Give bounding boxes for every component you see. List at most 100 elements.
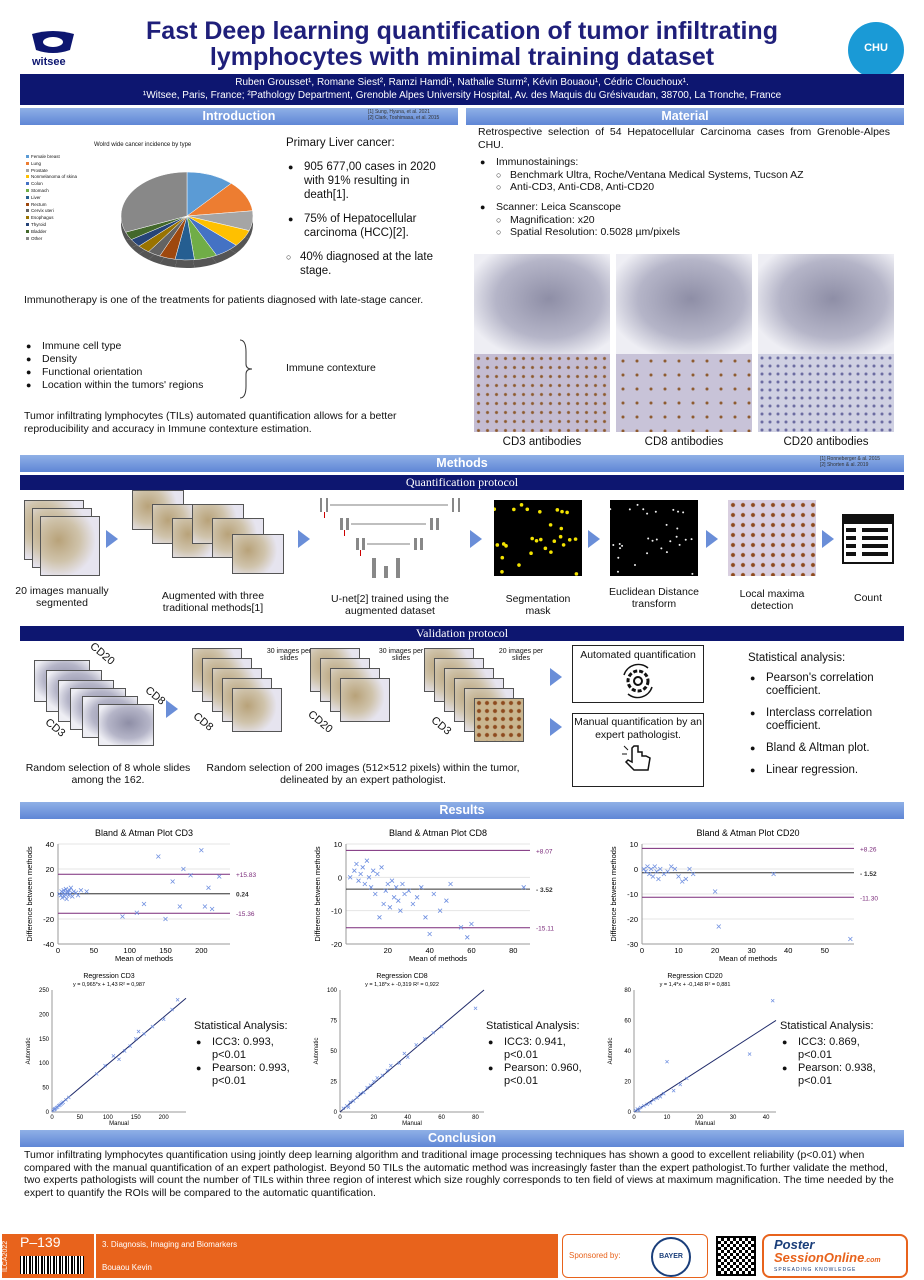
cd8-caption: CD8 antibodies xyxy=(644,436,724,448)
data-point xyxy=(377,915,382,920)
data-point xyxy=(650,874,656,879)
cd20-slide-image xyxy=(758,254,894,354)
data-point xyxy=(771,871,776,877)
data-point xyxy=(84,889,89,894)
arrow-icon xyxy=(106,530,118,548)
data-point xyxy=(362,881,368,887)
data-point xyxy=(651,1097,656,1102)
stat-item: Bland & Altman plot. xyxy=(748,742,898,755)
data-point xyxy=(66,1095,71,1100)
data-point xyxy=(683,876,689,882)
stat-analysis-block: Statistical analysis: Pearson's correlat… xyxy=(748,652,898,786)
data-point xyxy=(654,869,659,874)
distance-transform-image xyxy=(609,500,698,576)
mask-blob xyxy=(512,507,516,512)
stats-heading: Statistical Analysis: xyxy=(486,1020,580,1032)
x-tick-label: 0 xyxy=(640,946,644,955)
liver-block: Primary Liver cancer: 905 677,00 cases i… xyxy=(286,136,456,278)
x-tick-label: 80 xyxy=(509,946,517,955)
stat-pearson: Pearson: 0.938, p<0.01 xyxy=(780,1062,882,1088)
cd20-caption: CD20 antibodies xyxy=(783,436,869,448)
data-point xyxy=(64,896,69,902)
postersessiononline-logo[interactable]: Poster SessionOnline.com SPREADING KNOWL… xyxy=(762,1234,908,1278)
x-tick-label: 30 xyxy=(730,1115,737,1121)
chart-title: Regression CD20 xyxy=(667,973,722,980)
mask-blob xyxy=(678,543,681,546)
x-tick-label: 20 xyxy=(711,946,719,955)
regression-line xyxy=(51,997,187,1112)
x-axis-label: Manual xyxy=(402,1121,422,1127)
data-point xyxy=(381,901,386,907)
step-augmented: Augmented with three traditional methods… xyxy=(161,590,265,614)
limit-label: +15.83 xyxy=(236,872,256,879)
data-point xyxy=(346,1105,351,1109)
x-tick-label: 60 xyxy=(467,946,475,955)
manual-quant-box: Manual quantification by an expert patho… xyxy=(572,713,704,787)
data-point xyxy=(391,895,397,900)
data-point xyxy=(368,885,374,890)
pso-com: .com xyxy=(864,1257,881,1264)
unet-diagram xyxy=(320,498,460,578)
data-point xyxy=(414,1043,419,1047)
y-tick-label: 60 xyxy=(624,1019,631,1025)
pie-legend-item: Thyroid xyxy=(26,222,77,229)
stats-heading: Statistical Analysis: xyxy=(194,1020,288,1032)
mask-blob xyxy=(684,538,687,541)
data-point xyxy=(133,1036,138,1041)
data-point xyxy=(175,997,180,1002)
x-tick-label: 20 xyxy=(371,1115,378,1121)
y-axis-label: Difference between methods xyxy=(25,846,34,942)
per-slide-cd20: 30 images per slides xyxy=(378,648,424,662)
affiliations: ¹Witsee, Paris, France; ²Pathology Depar… xyxy=(142,90,782,101)
data-point xyxy=(355,1095,359,1100)
arrow-icon xyxy=(470,530,482,548)
y-tick-label: 40 xyxy=(624,1049,631,1055)
cd3-caption: CD3 antibodies xyxy=(502,436,582,448)
mask-blob xyxy=(539,537,543,542)
data-point xyxy=(665,869,670,874)
data-point xyxy=(111,1054,116,1058)
y-axis-label: Automatic xyxy=(314,1038,320,1065)
mask-blob xyxy=(621,544,624,547)
data-point xyxy=(439,1024,444,1029)
mask-blob xyxy=(500,555,505,560)
data-point xyxy=(652,864,658,869)
mask-blob xyxy=(543,546,548,551)
contexture-label: Immune contexture xyxy=(286,362,376,374)
data-point xyxy=(352,868,357,873)
data-point xyxy=(120,914,125,919)
mask-blob xyxy=(647,537,650,540)
limit-label: -15.36 xyxy=(236,911,255,918)
x-tick-label: 40 xyxy=(784,946,792,955)
liver-bullet-1: 905 677,00 cases in 2020 with 91% result… xyxy=(286,160,456,202)
pie-legend-item: Esophagus xyxy=(26,215,77,222)
data-point xyxy=(383,888,389,893)
data-point xyxy=(358,871,363,877)
pie-legend-item: Prostate xyxy=(26,168,77,175)
mask-blob xyxy=(654,510,657,513)
data-point xyxy=(448,881,453,887)
data-point xyxy=(216,874,222,879)
mask-blob xyxy=(555,508,560,512)
x-tick-label: 0 xyxy=(50,1115,54,1121)
y-tick-label: 50 xyxy=(42,1086,49,1092)
chart-title: Regression CD8 xyxy=(376,973,427,980)
data-point xyxy=(402,891,407,897)
data-point xyxy=(418,885,424,890)
poster-title: Fast Deep learning quantification of tum… xyxy=(146,17,778,71)
bland-altman-cd8-chart: Bland & Atman Plot CD8 -20 -10 0 10 20 40 60 80 +… xyxy=(313,828,554,963)
data-point xyxy=(358,1091,363,1096)
poster-id: P–139 xyxy=(20,1234,61,1250)
data-point xyxy=(643,869,648,874)
pie-legend-item: Other xyxy=(26,236,77,243)
chart-title: Bland & Atman Plot CD3 xyxy=(95,828,193,838)
x-tick-label: 40 xyxy=(763,1115,770,1121)
mask-blob xyxy=(691,572,694,575)
data-point xyxy=(61,887,67,893)
qr-code[interactable] xyxy=(716,1236,756,1276)
x-axis-label: Mean of methods xyxy=(115,954,173,963)
y-tick-label: 80 xyxy=(624,988,631,994)
data-point xyxy=(647,871,652,877)
data-point xyxy=(648,866,654,872)
pso-sub: SPREADING KNOWLEDGE xyxy=(774,1267,857,1273)
